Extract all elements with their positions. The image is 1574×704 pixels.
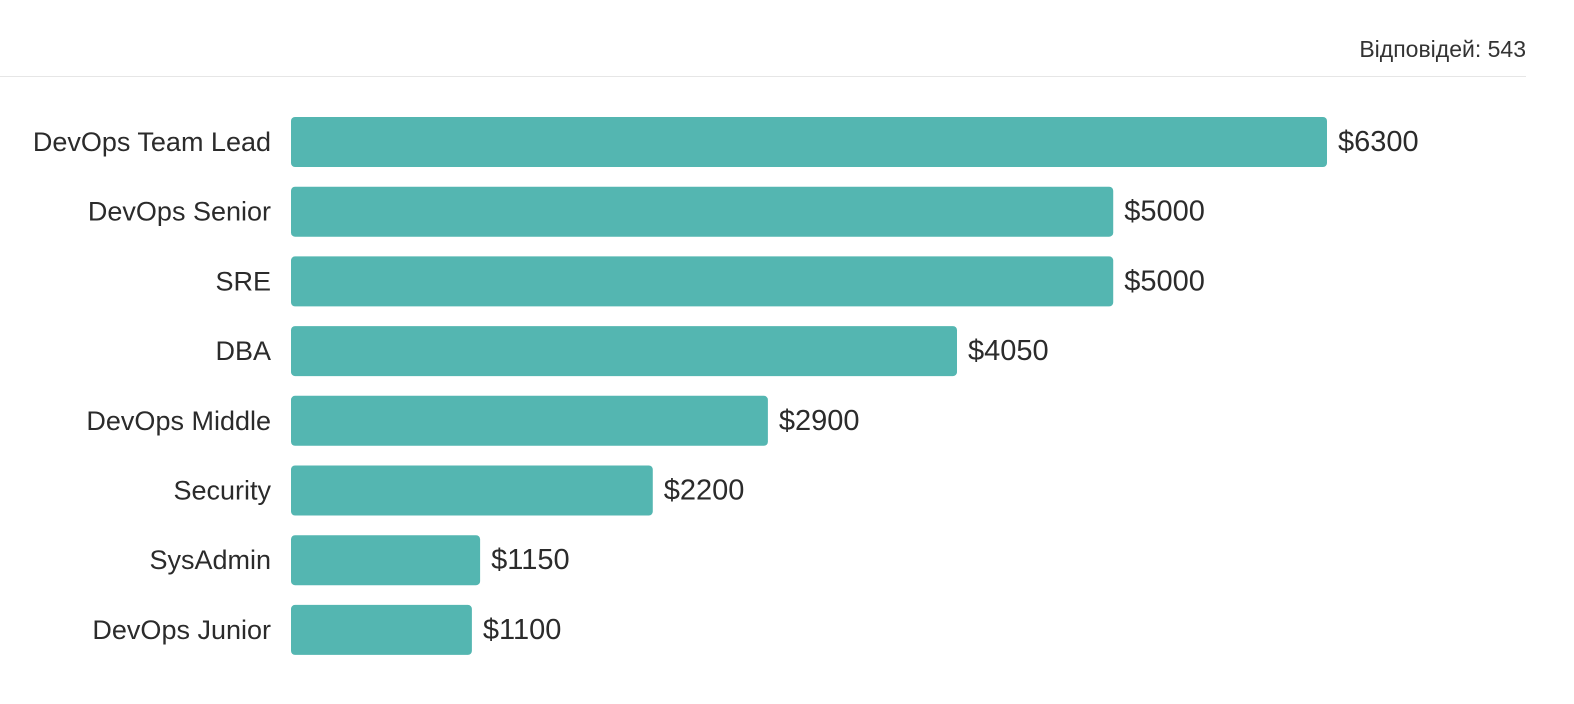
category-label-4: DevOps Middle [86,406,271,436]
category-label-1: DevOps Senior [88,197,271,227]
category-label-2: SRE [215,266,271,296]
bar-0 [291,117,1327,167]
bar-3 [291,326,957,377]
bar-2 [291,256,1114,307]
bar-4 [291,395,768,446]
responses-count: Відповідей: 543 [1359,36,1526,62]
header-divider [0,76,1526,77]
value-label-5: $2200 [664,475,745,507]
value-label-4: $2900 [779,405,860,437]
value-label-7: $1100 [483,614,562,646]
bar-5 [291,465,653,516]
category-label-0: DevOps Team Lead [33,127,271,157]
category-label-7: DevOps Junior [92,615,271,645]
value-label-6: $1150 [491,544,569,576]
bar-6 [291,535,481,586]
category-label-6: SysAdmin [149,545,271,575]
category-label-3: DBA [215,336,271,366]
category-label-5: Security [173,476,271,506]
value-label-0: $6300 [1338,126,1419,158]
value-label-3: $4050 [968,335,1049,367]
value-label-2: $5000 [1124,265,1205,297]
value-label-1: $5000 [1124,196,1205,228]
bar-7 [291,604,472,655]
bar-1 [291,186,1114,237]
